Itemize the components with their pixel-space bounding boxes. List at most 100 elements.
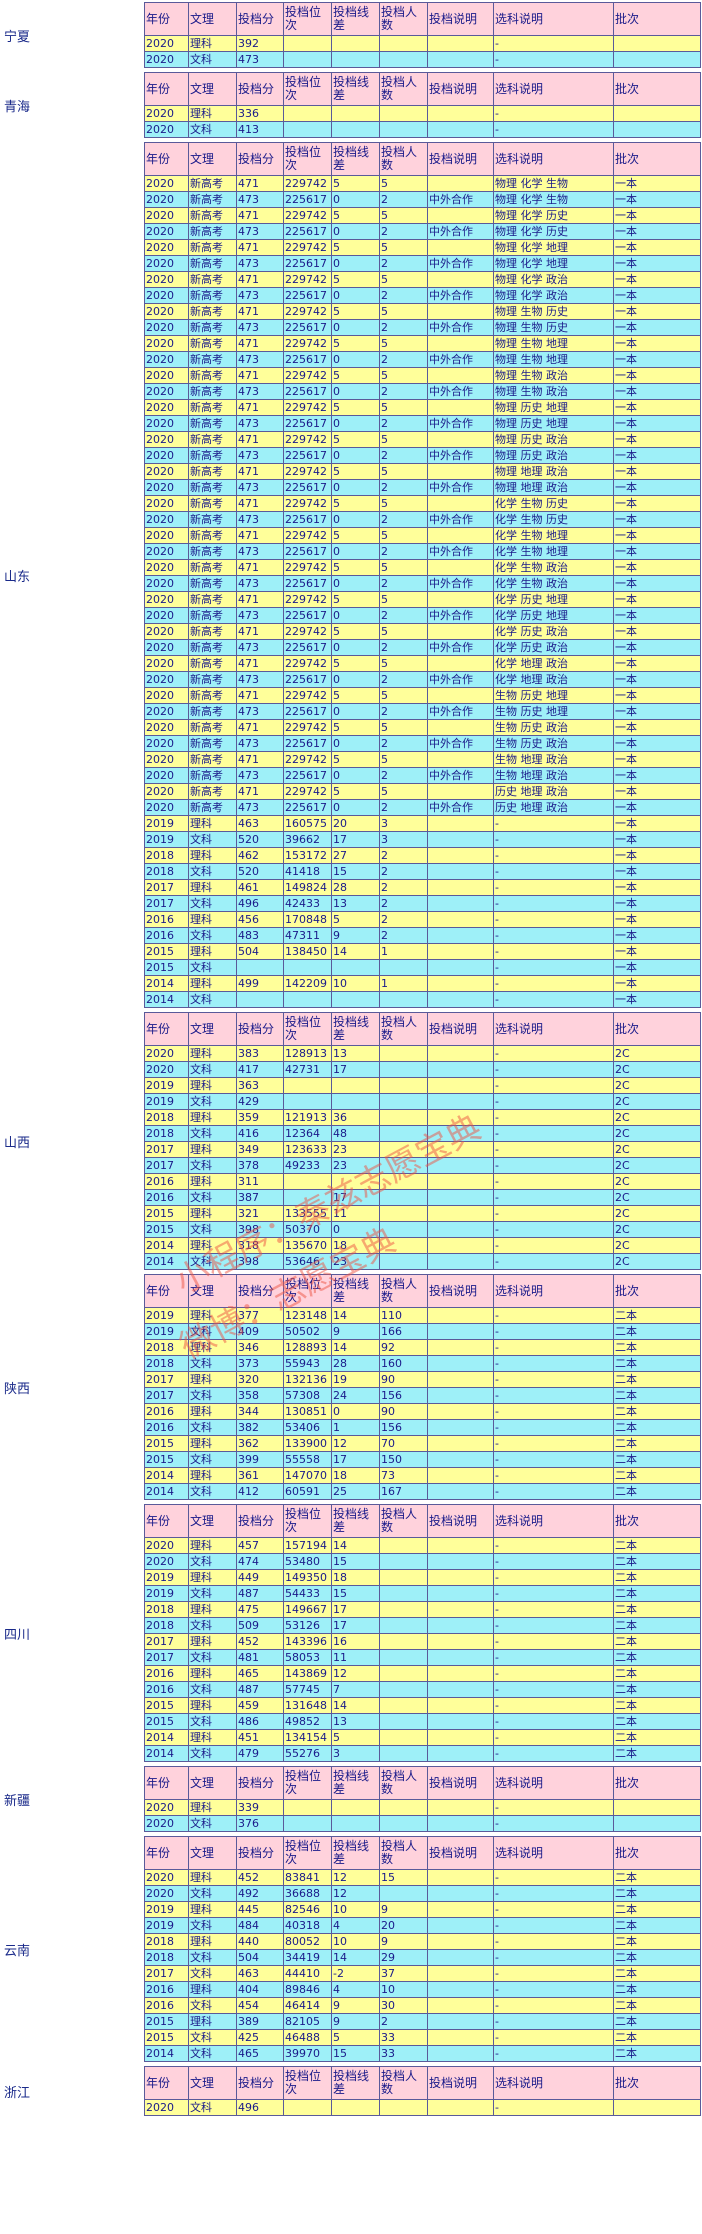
table-row: 2015 理科 321 133555 11 -2C [144,1205,701,1222]
cell-note [427,1997,494,2014]
cell-line-diff: 28 [331,879,380,896]
header-rank: 投档位次 [283,142,332,176]
cell-subject-note: - [493,1933,614,1950]
cell-count [379,1189,428,1206]
cell-year: 2016 [144,1189,189,1206]
table-header-row: 年份 文理 投档分 投档位次 投档线差 投档人数 投档说明 选科说明 批次 [144,1274,701,1308]
cell-subject-note: - [493,991,614,1008]
cell-rank: 160575 [283,815,332,832]
cell-subject-note: - [493,1419,614,1436]
cell-rank: 50370 [283,1221,332,1238]
header-batch: 批次 [613,1504,701,1538]
table-row: 2019 理科 463 160575 20 3 - 一本 [144,815,701,832]
cell-count: 5 [379,303,428,320]
cell-count [379,1109,428,1126]
cell-line-diff: 23 [331,1253,380,1270]
table-row: 2020 新高考 471 229742 5 5 历史 地理 政治 一本 [144,783,701,800]
table-row: 2020 新高考 473 225617 0 2 中外合作 生物 地理 政治 一本 [144,767,701,784]
cell-track: 理科 [188,1307,237,1324]
cell-count: 156 [379,1419,428,1436]
cell-score: 473 [236,607,284,624]
cell-note [427,1077,494,1094]
cell-score: 473 [236,223,284,240]
cell-note [427,1483,494,1500]
province-name: 宁夏 [4,30,31,45]
cell-rank: 143396 [283,1633,332,1650]
cell-track: 新高考 [188,319,237,336]
cell-score: 392 [236,35,284,52]
cell-subject-note: - [493,1633,614,1650]
cell-rank: 229742 [283,687,332,704]
cell-track: 理科 [188,1799,237,1816]
cell-count [379,1799,428,1816]
cell-rank: 46414 [283,1997,332,2014]
cell-year: 2020 [144,287,189,304]
cell-rank: 42433 [283,895,332,912]
cell-line-diff: 0 [331,191,380,208]
cell-track: 理科 [188,1045,237,1062]
cell-note [427,943,494,960]
cell-batch: 二本 [613,1467,701,1484]
cell-rank: 225617 [283,703,332,720]
cell-batch: 一本 [613,927,701,944]
header-subject-note: 选科说明 [493,1766,614,1800]
cell-batch: 二本 [613,1885,701,1902]
cell-batch: 一本 [613,671,701,688]
cell-track: 文科 [188,2029,237,2046]
cell-batch: 二本 [613,1419,701,1436]
cell-track: 理科 [188,911,237,928]
cell-line-diff: 14 [331,1697,380,1714]
cell-rank [283,1189,332,1206]
header-track: 文理 [188,1012,237,1046]
cell-count [379,1569,428,1586]
cell-count: 73 [379,1467,428,1484]
cell-count: 110 [379,1307,428,1324]
header-track: 文理 [188,2,237,36]
cell-rank: 82105 [283,2013,332,2030]
cell-rank [283,35,332,52]
cell-rank: 225617 [283,191,332,208]
cell-subject-note: 化学 生物 历史 [493,511,614,528]
header-line-diff: 投档线差 [331,1766,380,1800]
cell-score: 473 [236,479,284,496]
cell-rank [283,105,332,122]
cell-subject-note: 物理 生物 历史 [493,303,614,320]
cell-year: 2016 [144,1419,189,1436]
cell-line-diff: 14 [331,1339,380,1356]
table-row: 2018 理科 440 80052 10 9 - 二本 [144,1933,701,1950]
cell-note [427,847,494,864]
cell-subject-note: 物理 生物 地理 [493,335,614,352]
table-row: 2020 理科 339 - [144,1799,701,1816]
header-rank: 投档位次 [283,1012,332,1046]
cell-line-diff: 14 [331,943,380,960]
cell-track: 新高考 [188,511,237,528]
cell-count: 5 [379,239,428,256]
cell-score: 496 [236,2099,284,2116]
cell-note: 中外合作 [427,383,494,400]
cell-note: 中外合作 [427,223,494,240]
cell-note [427,959,494,976]
cell-track: 新高考 [188,431,237,448]
cell-rank: 225617 [283,607,332,624]
cell-subject-note: - [493,1585,614,1602]
cell-year: 2017 [144,1157,189,1174]
cell-rank: 229742 [283,303,332,320]
cell-score: 475 [236,1601,284,1618]
cell-note [427,1901,494,1918]
cell-subject-note: - [493,1157,614,1174]
table-row: 2019 文科 520 39662 17 3 - 一本 [144,831,701,848]
cell-line-diff: 5 [331,463,380,480]
cell-track: 新高考 [188,591,237,608]
cell-line-diff: 48 [331,1125,380,1142]
cell-track: 新高考 [188,527,237,544]
cell-count: 2 [379,287,428,304]
cell-rank: 229742 [283,367,332,384]
cell-batch: 一本 [613,495,701,512]
cell-note [427,831,494,848]
cell-batch: 一本 [613,447,701,464]
table-row: 2016 文科 454 46414 9 30 - 二本 [144,1997,701,2014]
cell-count: 2 [379,511,428,528]
header-batch: 批次 [613,2,701,36]
cell-subject-note: 化学 地理 政治 [493,671,614,688]
cell-score: 473 [236,415,284,432]
